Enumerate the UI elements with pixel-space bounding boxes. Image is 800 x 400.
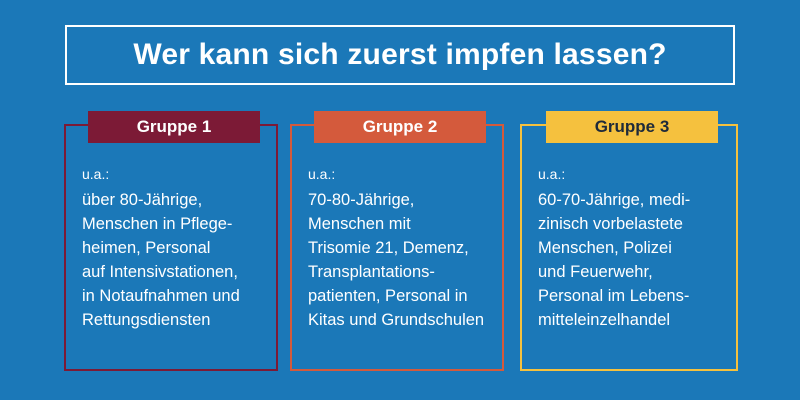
group-1-line: auf Intensivstationen, [82, 263, 238, 281]
group-3-label: Gruppe 3 [546, 111, 718, 143]
page-title: Wer kann sich zuerst impfen lassen? [133, 38, 667, 71]
group-2-text: u.a.: 70-80-Jährige, Menschen mit Trisom… [308, 162, 496, 332]
title-box: Wer kann sich zuerst impfen lassen? [65, 25, 735, 85]
group-3-line: und Feuerwehr, [538, 263, 653, 281]
group-2-box: Gruppe 2 u.a.: 70-80-Jährige, Menschen m… [290, 111, 504, 371]
group-1-line: heimen, Personal [82, 239, 211, 257]
group-2-line: Transplantations- [308, 263, 435, 281]
group-3-text: u.a.: 60-70-Jährige, medi- zinisch vorbe… [538, 162, 730, 332]
group-2-line: 70-80-Jährige, [308, 191, 415, 209]
group-2-line: Trisomie 21, Demenz, [308, 239, 469, 257]
group-1-label: Gruppe 1 [88, 111, 260, 143]
group-1-text: u.a.: über 80-Jährige, Menschen in Pfleg… [82, 162, 270, 332]
group-1-box: Gruppe 1 u.a.: über 80-Jährige, Menschen… [64, 111, 278, 371]
group-2-prefix: u.a.: [308, 166, 336, 182]
group-2-line: Kitas und Grundschulen [308, 311, 485, 329]
group-3-box: Gruppe 3 u.a.: 60-70-Jährige, medi- zini… [520, 111, 738, 371]
group-2-label: Gruppe 2 [314, 111, 486, 143]
group-2-line: patienten, Personal in [308, 287, 468, 305]
group-2-line: Menschen mit [308, 215, 411, 233]
group-3-prefix: u.a.: [538, 166, 566, 182]
group-3-line: mitteleinzelhandel [538, 311, 671, 329]
group-1-line: Rettungsdiensten [82, 311, 211, 329]
group-3-line: zinisch vorbelastete [538, 215, 683, 233]
group-3-line: Menschen, Polizei [538, 239, 672, 257]
group-1-line: in Notaufnahmen und [82, 287, 240, 305]
group-1-prefix: u.a.: [82, 166, 110, 182]
group-3-line: 60-70-Jährige, medi- [538, 191, 691, 209]
group-1-line: über 80-Jährige, [82, 191, 203, 209]
group-1-line: Menschen in Pflege- [82, 215, 233, 233]
group-3-line: Personal im Lebens- [538, 287, 690, 305]
